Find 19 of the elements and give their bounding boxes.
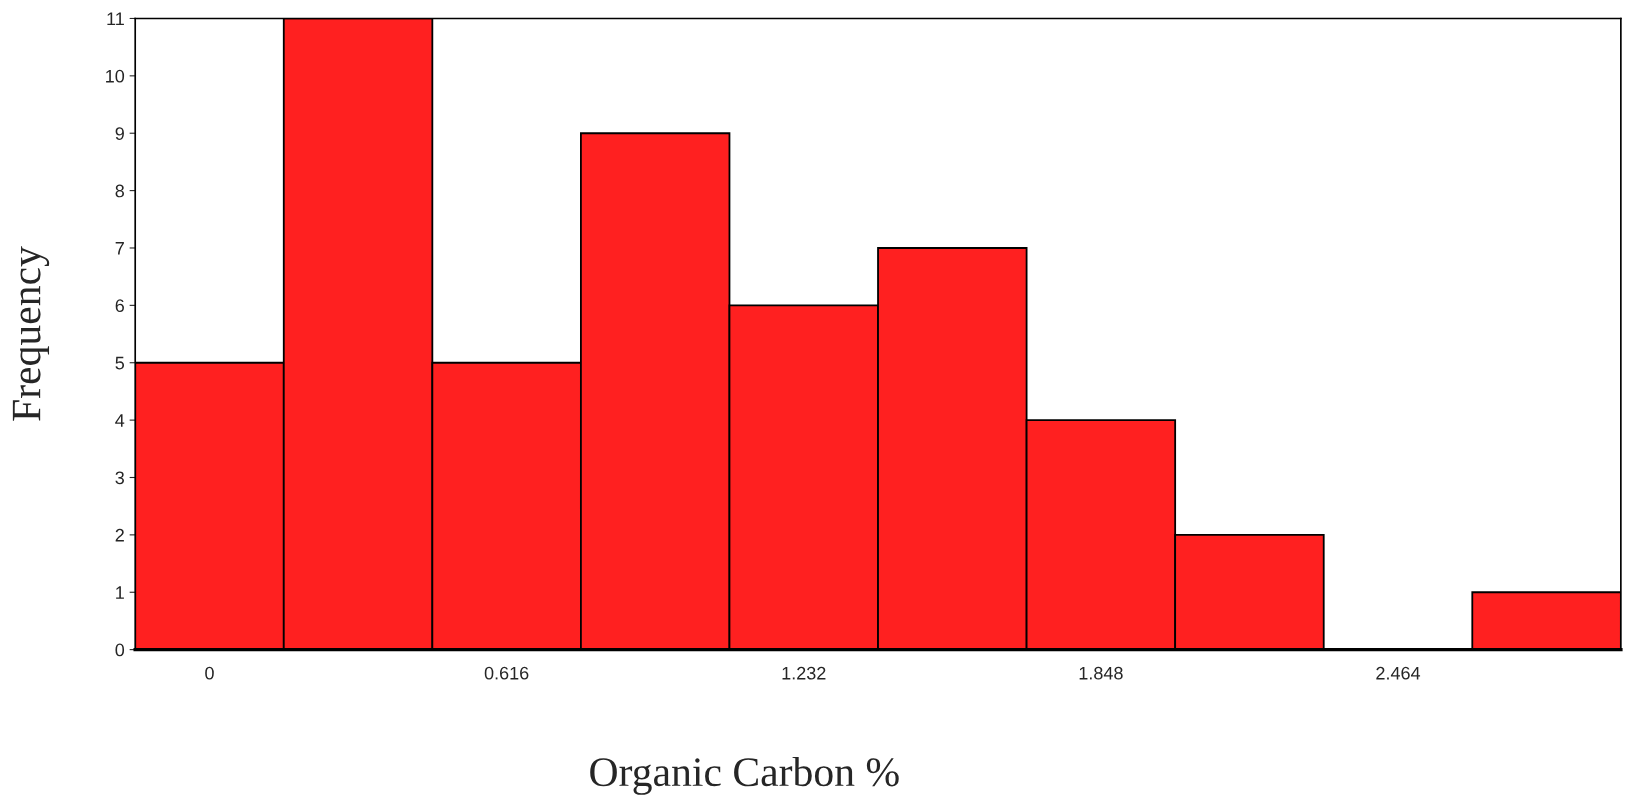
y-tick-label: 1 <box>116 586 124 599</box>
y-tick-label: 4 <box>115 414 125 427</box>
y-tick-label: 7 <box>115 242 124 255</box>
y-tick-label: 5 <box>115 356 125 370</box>
x-tick-label: 0 <box>205 666 214 680</box>
x-axis-title: Organic Carbon % <box>590 756 899 795</box>
y-tick-label: 0 <box>115 643 125 657</box>
y-tick-label: 2 <box>115 528 124 542</box>
y-tick-label: 3 <box>115 471 124 485</box>
y-tick-label: 9 <box>115 127 124 140</box>
y-tick-label: 6 <box>115 299 124 313</box>
x-tick-label: 1.848 <box>1079 666 1123 680</box>
x-tick-label: 1.232 <box>782 666 826 680</box>
y-axis-title: Frequency <box>12 246 50 421</box>
x-tick-label: 0.616 <box>484 666 529 680</box>
y-tick-label: 8 <box>115 184 125 198</box>
x-tick-label: 2.464 <box>1376 666 1421 680</box>
y-tick-label: 10 <box>106 69 125 83</box>
y-tick-label: 11 <box>107 12 124 26</box>
